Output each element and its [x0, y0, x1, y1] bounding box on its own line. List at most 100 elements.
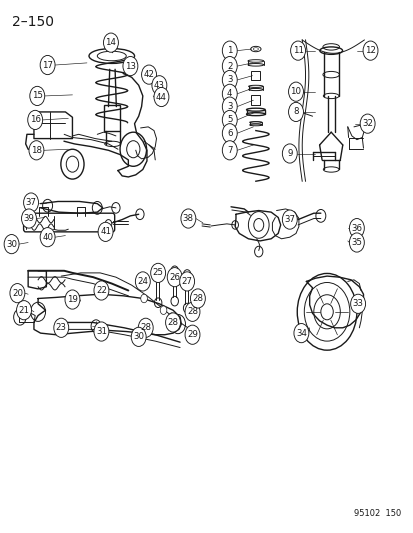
Circle shape — [222, 56, 237, 76]
Text: 28: 28 — [192, 294, 203, 303]
Bar — [104, 105, 120, 131]
Circle shape — [190, 289, 205, 308]
Ellipse shape — [108, 44, 115, 50]
Circle shape — [94, 322, 109, 341]
Circle shape — [40, 228, 55, 247]
Circle shape — [185, 325, 199, 344]
Circle shape — [17, 301, 31, 320]
Text: 95102  150: 95102 150 — [353, 509, 400, 518]
Text: 42: 42 — [143, 70, 154, 79]
Circle shape — [165, 313, 180, 332]
Circle shape — [150, 263, 165, 282]
Text: 16: 16 — [30, 116, 40, 124]
Text: 3: 3 — [226, 102, 232, 111]
Text: 25: 25 — [152, 269, 163, 277]
Text: 36: 36 — [351, 224, 361, 232]
Circle shape — [65, 290, 80, 309]
Circle shape — [349, 219, 363, 238]
Circle shape — [154, 87, 169, 107]
Circle shape — [288, 102, 303, 122]
Circle shape — [222, 110, 237, 130]
Circle shape — [362, 41, 377, 60]
Circle shape — [138, 318, 153, 337]
Text: 20: 20 — [12, 289, 23, 297]
Text: 5: 5 — [226, 116, 232, 124]
Text: 6: 6 — [226, 129, 232, 138]
Text: 35: 35 — [351, 238, 361, 247]
Text: 30: 30 — [133, 333, 144, 341]
Text: 18: 18 — [31, 146, 42, 155]
Bar — [251, 71, 260, 80]
Text: 33: 33 — [352, 300, 363, 308]
Text: 34: 34 — [295, 329, 306, 337]
Text: 1: 1 — [226, 46, 232, 55]
Text: 3: 3 — [226, 76, 232, 84]
Circle shape — [179, 272, 194, 291]
Text: 2: 2 — [226, 62, 232, 70]
Text: 10: 10 — [290, 87, 301, 96]
Circle shape — [222, 97, 237, 116]
Text: 37: 37 — [26, 198, 36, 207]
Circle shape — [349, 233, 363, 252]
Circle shape — [293, 324, 308, 343]
Circle shape — [29, 141, 44, 160]
Text: 38: 38 — [183, 214, 193, 223]
Text: 23: 23 — [56, 324, 66, 332]
Circle shape — [160, 306, 166, 314]
Text: 7: 7 — [226, 146, 232, 155]
Circle shape — [282, 210, 297, 229]
Text: 15: 15 — [32, 92, 43, 100]
Text: 24: 24 — [137, 277, 148, 286]
Circle shape — [167, 268, 182, 287]
Text: 26: 26 — [169, 273, 180, 281]
Circle shape — [123, 56, 138, 76]
Text: 9: 9 — [287, 149, 292, 158]
Text: 43: 43 — [154, 81, 164, 90]
Circle shape — [290, 41, 305, 60]
Text: 19: 19 — [67, 295, 78, 304]
Text: 4: 4 — [226, 90, 232, 98]
Circle shape — [282, 144, 297, 163]
Circle shape — [180, 209, 195, 228]
Text: 29: 29 — [187, 330, 197, 339]
Circle shape — [222, 124, 237, 143]
Text: 13: 13 — [125, 62, 135, 70]
Circle shape — [131, 327, 146, 346]
Circle shape — [350, 294, 365, 313]
Circle shape — [185, 302, 199, 321]
Text: 44: 44 — [156, 93, 166, 101]
Circle shape — [222, 70, 237, 90]
Circle shape — [222, 41, 237, 60]
Text: 8: 8 — [292, 108, 298, 116]
Text: 28: 28 — [167, 318, 178, 327]
Text: 37: 37 — [284, 215, 294, 224]
Circle shape — [54, 318, 69, 337]
Circle shape — [135, 272, 150, 291]
Bar — [251, 95, 260, 105]
Circle shape — [222, 84, 237, 103]
Text: 11: 11 — [292, 46, 303, 55]
Circle shape — [40, 55, 55, 75]
Circle shape — [152, 76, 166, 95]
Circle shape — [141, 65, 156, 84]
Text: 2–150: 2–150 — [12, 15, 54, 29]
Text: 40: 40 — [42, 233, 53, 241]
Text: 28: 28 — [140, 324, 151, 332]
Circle shape — [21, 209, 36, 228]
Text: 30: 30 — [6, 240, 17, 248]
Text: 31: 31 — [96, 327, 107, 336]
Circle shape — [103, 33, 118, 52]
Circle shape — [359, 114, 374, 133]
Circle shape — [98, 222, 113, 241]
Circle shape — [10, 284, 25, 303]
Text: 41: 41 — [100, 228, 111, 236]
Text: 27: 27 — [181, 277, 192, 286]
Circle shape — [4, 235, 19, 254]
Circle shape — [288, 82, 303, 101]
Text: 22: 22 — [96, 286, 107, 295]
Text: 17: 17 — [42, 61, 53, 69]
Circle shape — [94, 281, 109, 300]
Text: 28: 28 — [187, 308, 197, 316]
Circle shape — [28, 110, 43, 130]
Circle shape — [168, 313, 175, 321]
